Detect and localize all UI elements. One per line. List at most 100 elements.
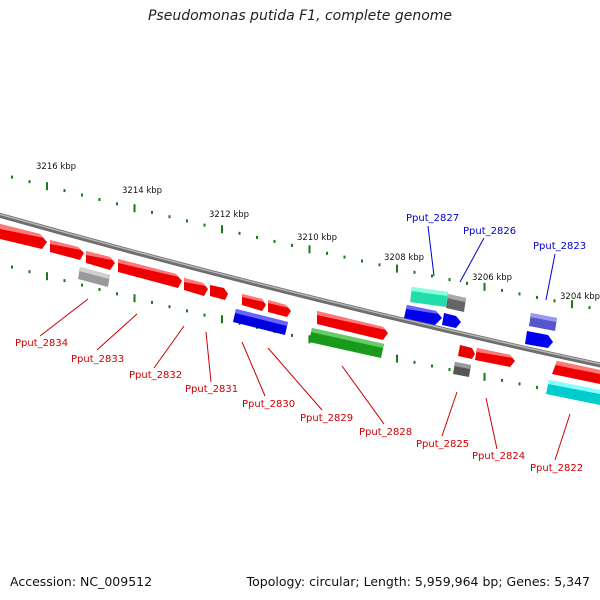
ruler-tick	[151, 210, 153, 214]
ruler-tick	[571, 300, 573, 309]
genome-backbone	[0, 212, 600, 368]
leader-line	[341, 365, 385, 425]
ruler-tick	[116, 202, 118, 206]
ruler-tick	[431, 364, 433, 368]
gene-label-pput-2827: Pput_2827	[406, 213, 459, 224]
ruler-label-3212: 3212 kbp	[209, 210, 249, 220]
ruler-tick	[431, 274, 433, 278]
ruler-tick	[28, 270, 31, 274]
ruler-tick	[448, 368, 451, 372]
gene-arrow-rna	[235, 309, 288, 326]
gene-arrow-cds	[86, 251, 112, 260]
ruler-tick	[378, 263, 381, 267]
ruler-tick	[291, 243, 293, 247]
ruler-tick	[98, 198, 101, 201]
ruler-tick	[28, 180, 31, 184]
ruler-tick	[553, 299, 556, 303]
ruler-tick	[536, 385, 538, 389]
ruler-tick	[81, 283, 83, 287]
ruler-tick	[133, 294, 136, 303]
ruler-tick	[186, 219, 188, 223]
leader-line	[427, 225, 435, 277]
genome-summary-text: Topology: circular; Length: 5,959,964 bp…	[246, 574, 590, 589]
ruler-tick	[63, 279, 66, 283]
gene-label-pput-2829: Pput_2829	[300, 413, 353, 424]
gene-arrow-cds	[210, 285, 228, 300]
leader-line	[96, 313, 138, 351]
ruler-tick	[448, 278, 451, 282]
ruler-tick	[308, 335, 311, 344]
ruler-tick	[116, 292, 118, 296]
ruler-tick	[413, 270, 416, 274]
leader-line	[485, 397, 498, 450]
gene-feature-pput-2834-region	[0, 224, 388, 358]
gene-arrow-cyan	[548, 380, 600, 394]
ruler-tick	[518, 382, 521, 386]
gene-arrow-cds	[184, 278, 206, 286]
ruler-tick	[11, 265, 13, 269]
gene-label-pput-2833: Pput_2833	[71, 354, 124, 365]
leader-line	[241, 341, 266, 397]
ruler-label-3206: 3206 kbp	[472, 273, 512, 283]
ruler-tick	[151, 300, 153, 304]
ruler-tick	[273, 239, 276, 243]
ruler-tick	[81, 193, 83, 197]
gene-arrow-cds	[458, 345, 475, 359]
ruler-tick	[483, 282, 486, 291]
ruler-label-3208: 3208 kbp	[384, 253, 424, 263]
leader-line	[459, 237, 485, 283]
gene-label-pput-2832: Pput_2832	[129, 370, 182, 381]
ruler-tick	[518, 292, 521, 296]
leader-line	[39, 298, 89, 337]
ruler-tick	[238, 231, 241, 235]
map-title: Pseudomonas putida F1, complete genome	[147, 8, 453, 24]
leader-line	[267, 347, 323, 411]
gene-arrow-cds	[50, 240, 81, 250]
ruler-tick	[396, 354, 398, 363]
ruler-tick	[133, 204, 136, 213]
ruler-tick	[46, 272, 48, 281]
ruler-tick	[536, 295, 538, 299]
ruler-tick	[203, 313, 206, 317]
gene-arrow-teal	[411, 287, 448, 296]
ruler-tick	[588, 306, 591, 310]
gene-label-pput-2824: Pput_2824	[472, 451, 525, 462]
gene-label-pput-2825: Pput_2825	[416, 439, 469, 450]
gene-label-pput-2823: Pput_2823	[533, 241, 586, 252]
leader-line	[153, 325, 185, 369]
ruler-tick	[343, 255, 346, 259]
gene-label-pput-2828: Pput_2828	[359, 427, 412, 438]
ruler-tick	[483, 372, 486, 381]
gene-label-pput-2831: Pput_2831	[185, 384, 238, 395]
ruler-label-3214: 3214 kbp	[122, 186, 162, 196]
top-label-leaders	[427, 225, 556, 301]
ruler-tick	[466, 281, 468, 285]
ruler-tick	[168, 215, 171, 219]
gene-label-pput-2834: Pput_2834	[15, 338, 68, 349]
ruler-tick	[361, 259, 363, 263]
ruler-tick	[501, 288, 503, 292]
bottom-label-leaders	[39, 298, 571, 461]
ruler-tick	[203, 223, 206, 227]
ruler-tick	[11, 175, 13, 179]
gene-arrow-green	[311, 328, 384, 348]
gene-arrow-rna	[525, 331, 553, 348]
gene-arrow-purple	[530, 313, 557, 322]
ruler-tick	[46, 182, 48, 191]
gene-arrow-gray	[447, 294, 466, 302]
ruler-ticks-upper	[11, 175, 591, 310]
gene-arrow-rna	[406, 305, 439, 314]
ruler-tick	[413, 360, 416, 364]
ruler-tick	[396, 264, 398, 273]
gene-feature-right-cluster	[404, 287, 600, 405]
ruler-tick	[326, 251, 328, 255]
leader-line	[205, 331, 212, 383]
ruler-label-3210: 3210 kbp	[297, 233, 337, 243]
gene-label-pput-2830: Pput_2830	[242, 399, 295, 410]
ruler-tick	[221, 225, 223, 234]
ruler-tick	[168, 305, 171, 309]
leader-line	[441, 391, 458, 437]
ruler-tick	[63, 189, 66, 193]
ruler-tick	[186, 309, 188, 313]
gene-arrow-gray	[79, 267, 110, 279]
